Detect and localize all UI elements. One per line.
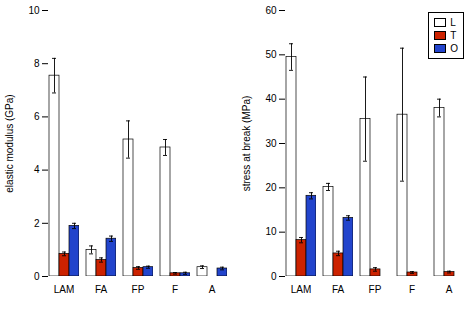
svg-text:A: A <box>209 284 216 295</box>
svg-text:4: 4 <box>34 164 40 175</box>
svg-text:FP: FP <box>132 284 145 295</box>
svg-text:0: 0 <box>34 271 40 282</box>
svg-text:6: 6 <box>34 111 40 122</box>
svg-text:FP: FP <box>369 284 382 295</box>
svg-text:F: F <box>172 284 178 295</box>
svg-text:stress at break (MPa): stress at break (MPa) <box>241 96 252 192</box>
svg-text:FA: FA <box>95 284 108 295</box>
svg-text:LAM: LAM <box>54 284 75 295</box>
svg-text:elastic modulus (GPa): elastic modulus (GPa) <box>4 94 15 192</box>
svg-text:8: 8 <box>34 58 40 69</box>
svg-text:LAM: LAM <box>291 284 312 295</box>
svg-text:60: 60 <box>265 5 277 16</box>
svg-text:30: 30 <box>265 138 277 149</box>
svg-text:0: 0 <box>271 271 277 282</box>
svg-text:FA: FA <box>332 284 345 295</box>
html-text:L: L <box>450 17 456 28</box>
html-text:O: O <box>450 43 458 54</box>
svg-text:A: A <box>446 284 453 295</box>
svg-text:10: 10 <box>28 5 40 16</box>
html-text:T: T <box>450 30 457 41</box>
svg-text:50: 50 <box>265 49 277 60</box>
svg-text:10: 10 <box>265 226 277 237</box>
svg-text:F: F <box>409 284 415 295</box>
svg-text:2: 2 <box>34 218 40 229</box>
svg-text:40: 40 <box>265 93 277 104</box>
svg-text:20: 20 <box>265 182 277 193</box>
